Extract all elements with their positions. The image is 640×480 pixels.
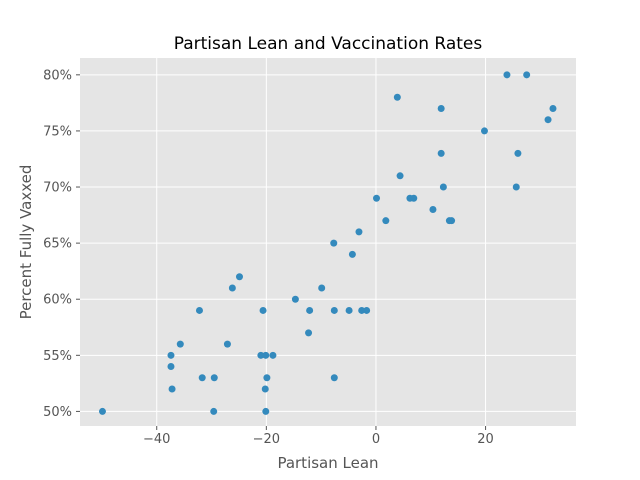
scatter-point: [257, 351, 265, 359]
scatter-point: [198, 374, 206, 382]
scatter-point: [480, 127, 488, 135]
x-tick-label: −20: [253, 432, 280, 447]
scatter-point: [98, 407, 106, 415]
scatter-point: [355, 228, 363, 236]
scatter-point: [210, 407, 218, 415]
scatter-point: [167, 351, 175, 359]
grid-lines: [80, 58, 576, 426]
scatter-point: [348, 250, 356, 258]
scatter-point: [269, 351, 277, 359]
scatter-point: [549, 104, 557, 112]
scatter-point: [363, 306, 371, 314]
scatter-point: [514, 149, 522, 157]
y-tick-label: 60%: [43, 293, 72, 308]
scatter-point: [259, 306, 267, 314]
y-tick-label: 70%: [43, 181, 72, 196]
scatter-point: [437, 149, 445, 157]
scatter-point: [167, 363, 175, 371]
scatter-point: [330, 306, 338, 314]
scatter-point: [262, 351, 270, 359]
scatter-point: [393, 93, 401, 101]
y-axis-label: Percent Fully Vaxxed: [17, 165, 35, 320]
scatter-point: [448, 217, 456, 225]
scatter-point: [512, 183, 520, 191]
scatter-point: [523, 71, 531, 79]
scatter-point: [373, 194, 381, 202]
scatter-point: [263, 374, 271, 382]
scatter-point: [223, 340, 231, 348]
data-points: [98, 71, 557, 415]
scatter-point: [358, 306, 366, 314]
scatter-point: [330, 374, 338, 382]
scatter-point: [330, 239, 338, 247]
y-tick-label: 55%: [43, 349, 72, 364]
scatter-point: [429, 205, 437, 213]
scatter-point: [503, 71, 511, 79]
scatter-point: [291, 295, 299, 303]
y-tick-label: 65%: [43, 237, 72, 252]
scatter-point: [235, 273, 243, 281]
scatter-point: [305, 329, 313, 337]
x-axis-label: Partisan Lean: [277, 454, 378, 472]
scatter-point: [168, 385, 176, 393]
plot-area: [80, 58, 576, 426]
scatter-point: [306, 306, 314, 314]
y-tick-label: 50%: [43, 405, 72, 420]
scatter-point: [544, 116, 552, 124]
scatter-point: [345, 306, 353, 314]
y-tick-label: 75%: [43, 124, 72, 139]
scatter-point: [396, 172, 404, 180]
axis-ticks: −40 −20 0 20 50% 55% 60% 65% 70% 75% 80%: [43, 68, 494, 447]
x-tick-label: 20: [477, 432, 494, 447]
scatter-point: [261, 385, 269, 393]
scatter-point: [262, 407, 270, 415]
x-tick-label: −40: [143, 432, 170, 447]
scatter-point: [318, 284, 326, 292]
scatter-point: [410, 194, 418, 202]
scatter-point: [382, 217, 390, 225]
scatter-point: [228, 284, 236, 292]
scatter-point: [176, 340, 184, 348]
scatter-point: [439, 183, 447, 191]
x-tick-label: 0: [372, 432, 380, 447]
y-tick-label: 80%: [43, 68, 72, 83]
chart-title: Partisan Lean and Vaccination Rates: [174, 34, 483, 54]
scatter-point: [210, 374, 218, 382]
scatter-point: [437, 104, 445, 112]
scatter-point: [195, 306, 203, 314]
